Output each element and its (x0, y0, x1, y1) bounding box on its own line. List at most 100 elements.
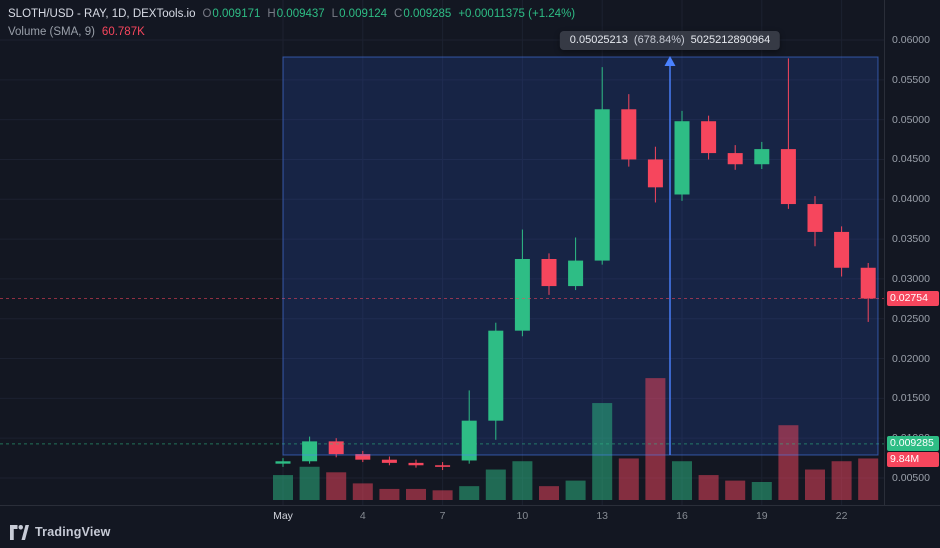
volume-bar (539, 486, 559, 500)
volume-bar (406, 488, 426, 500)
price-badge: 0.009285 (887, 436, 939, 452)
candle (647, 146, 663, 203)
candle-body (514, 259, 530, 331)
high-label: H (267, 8, 276, 20)
volume-bar (379, 488, 400, 500)
measure-selection-region[interactable] (283, 57, 878, 455)
candle-body (647, 159, 663, 188)
tradingview-logo-icon[interactable] (10, 524, 29, 540)
price-tick-label: 0.01500 (892, 392, 930, 405)
tradingview-logo-text[interactable]: TradingView (35, 525, 111, 539)
candle (674, 110, 690, 201)
candle (594, 67, 610, 265)
low-value: 0.009124 (339, 8, 388, 20)
candle-body (780, 149, 796, 205)
time-tick-label: 10 (516, 510, 529, 522)
candle (275, 458, 291, 467)
candle (807, 196, 823, 247)
measure-percent-value: (678.84%) (633, 34, 685, 46)
volume-bar (512, 461, 533, 500)
price-tick-label: 0.05500 (892, 73, 930, 86)
volume-bar (592, 403, 613, 500)
volume-bar (831, 461, 852, 500)
ohlc-close: C 0.009285 (394, 6, 451, 22)
footer-branding: TradingView (10, 522, 111, 542)
change-value: +0.00011375 (+1.24%) (458, 8, 576, 20)
price-tick-label: 0.03500 (892, 233, 930, 246)
time-tick-label: May (273, 510, 293, 522)
volume-bar (645, 378, 666, 500)
candle-body (541, 259, 557, 287)
candle (461, 390, 477, 464)
time-tick-label: 22 (835, 510, 848, 522)
candle-body (594, 109, 610, 261)
candle (488, 322, 504, 440)
low-label: L (331, 8, 339, 20)
price-axis[interactable]: 0.06000 0.05500 0.05000 0.04500 0.04000 0.035… (884, 0, 940, 505)
candle-body (701, 121, 717, 154)
time-axis[interactable]: May 4 7 10 13 16 19 22 (0, 505, 940, 528)
close-value: 0.009285 (403, 8, 452, 20)
time-tick-label: 7 (439, 510, 446, 522)
candle-body (754, 149, 770, 165)
volume-bar (725, 480, 746, 500)
symbol-title[interactable]: SLOTH/USD - RAY, 1D, DEXTools.io (8, 8, 196, 20)
volume-indicator-row: Volume (SMA, 9) 60.787K (8, 24, 575, 40)
price-tick-label: 0.05000 (892, 113, 930, 126)
candle-body (674, 121, 690, 195)
price-tick-label: 0.04500 (892, 153, 930, 166)
measure-price-value: 0.05025213 (569, 34, 628, 46)
measure-tooltip: 0.05025213 (678.84%) 5025212890964 (559, 31, 781, 50)
candle (860, 262, 876, 322)
volume-bar (751, 481, 772, 500)
time-tick-label: 4 (359, 510, 366, 522)
candle (435, 462, 451, 471)
candle-body (408, 462, 424, 466)
price-tick-label: 0.02500 (892, 312, 930, 325)
candle-body (568, 260, 584, 287)
ohlc-high: H 0.009437 (267, 6, 324, 22)
measure-arrow-up-icon (664, 56, 676, 66)
volume-indicator-label[interactable]: Volume (SMA, 9) (8, 26, 95, 38)
candle-body (834, 231, 850, 268)
volume-bar (326, 472, 347, 500)
price-tick-label: 0.03000 (892, 272, 930, 285)
open-label: O (202, 8, 212, 20)
candle-series (275, 58, 876, 471)
price-tick-label: 0.02000 (892, 352, 930, 365)
candle (621, 94, 637, 167)
legend: SLOTH/USD - RAY, 1D, DEXTools.io O 0.0091… (8, 6, 575, 40)
candle-body (302, 441, 318, 462)
candle-body (488, 330, 504, 421)
candle (568, 237, 584, 291)
candle (302, 436, 318, 464)
volume-bar (698, 475, 719, 500)
candle (541, 253, 557, 295)
volume-badge: 9.84M (887, 452, 939, 468)
candle (834, 226, 850, 277)
measure-extra-value: 5025212890964 (690, 34, 771, 46)
volume-bar (273, 475, 293, 500)
open-value: 0.009171 (212, 8, 261, 20)
chart-canvas[interactable] (0, 0, 884, 505)
time-tick-label: 16 (676, 510, 688, 522)
ohlc-open: O 0.009171 (202, 6, 260, 22)
candle (754, 141, 770, 170)
time-tick-label: 19 (755, 510, 768, 522)
candle (727, 145, 743, 170)
volume-bar (432, 490, 453, 500)
candle-body (621, 109, 637, 160)
candle-body (381, 459, 397, 463)
volume-bar (672, 461, 692, 500)
price-badge: 0.02754 (887, 290, 939, 306)
candle (355, 450, 371, 463)
volume-bar (858, 458, 879, 500)
candle (514, 229, 530, 337)
candle (701, 115, 717, 160)
price-tick-label: 0.00500 (892, 472, 930, 484)
volume-series (273, 378, 879, 500)
ohlc-low: L 0.009124 (332, 6, 387, 22)
symbol-row: SLOTH/USD - RAY, 1D, DEXTools.io O 0.0091… (8, 6, 575, 22)
candle-body (461, 420, 477, 461)
